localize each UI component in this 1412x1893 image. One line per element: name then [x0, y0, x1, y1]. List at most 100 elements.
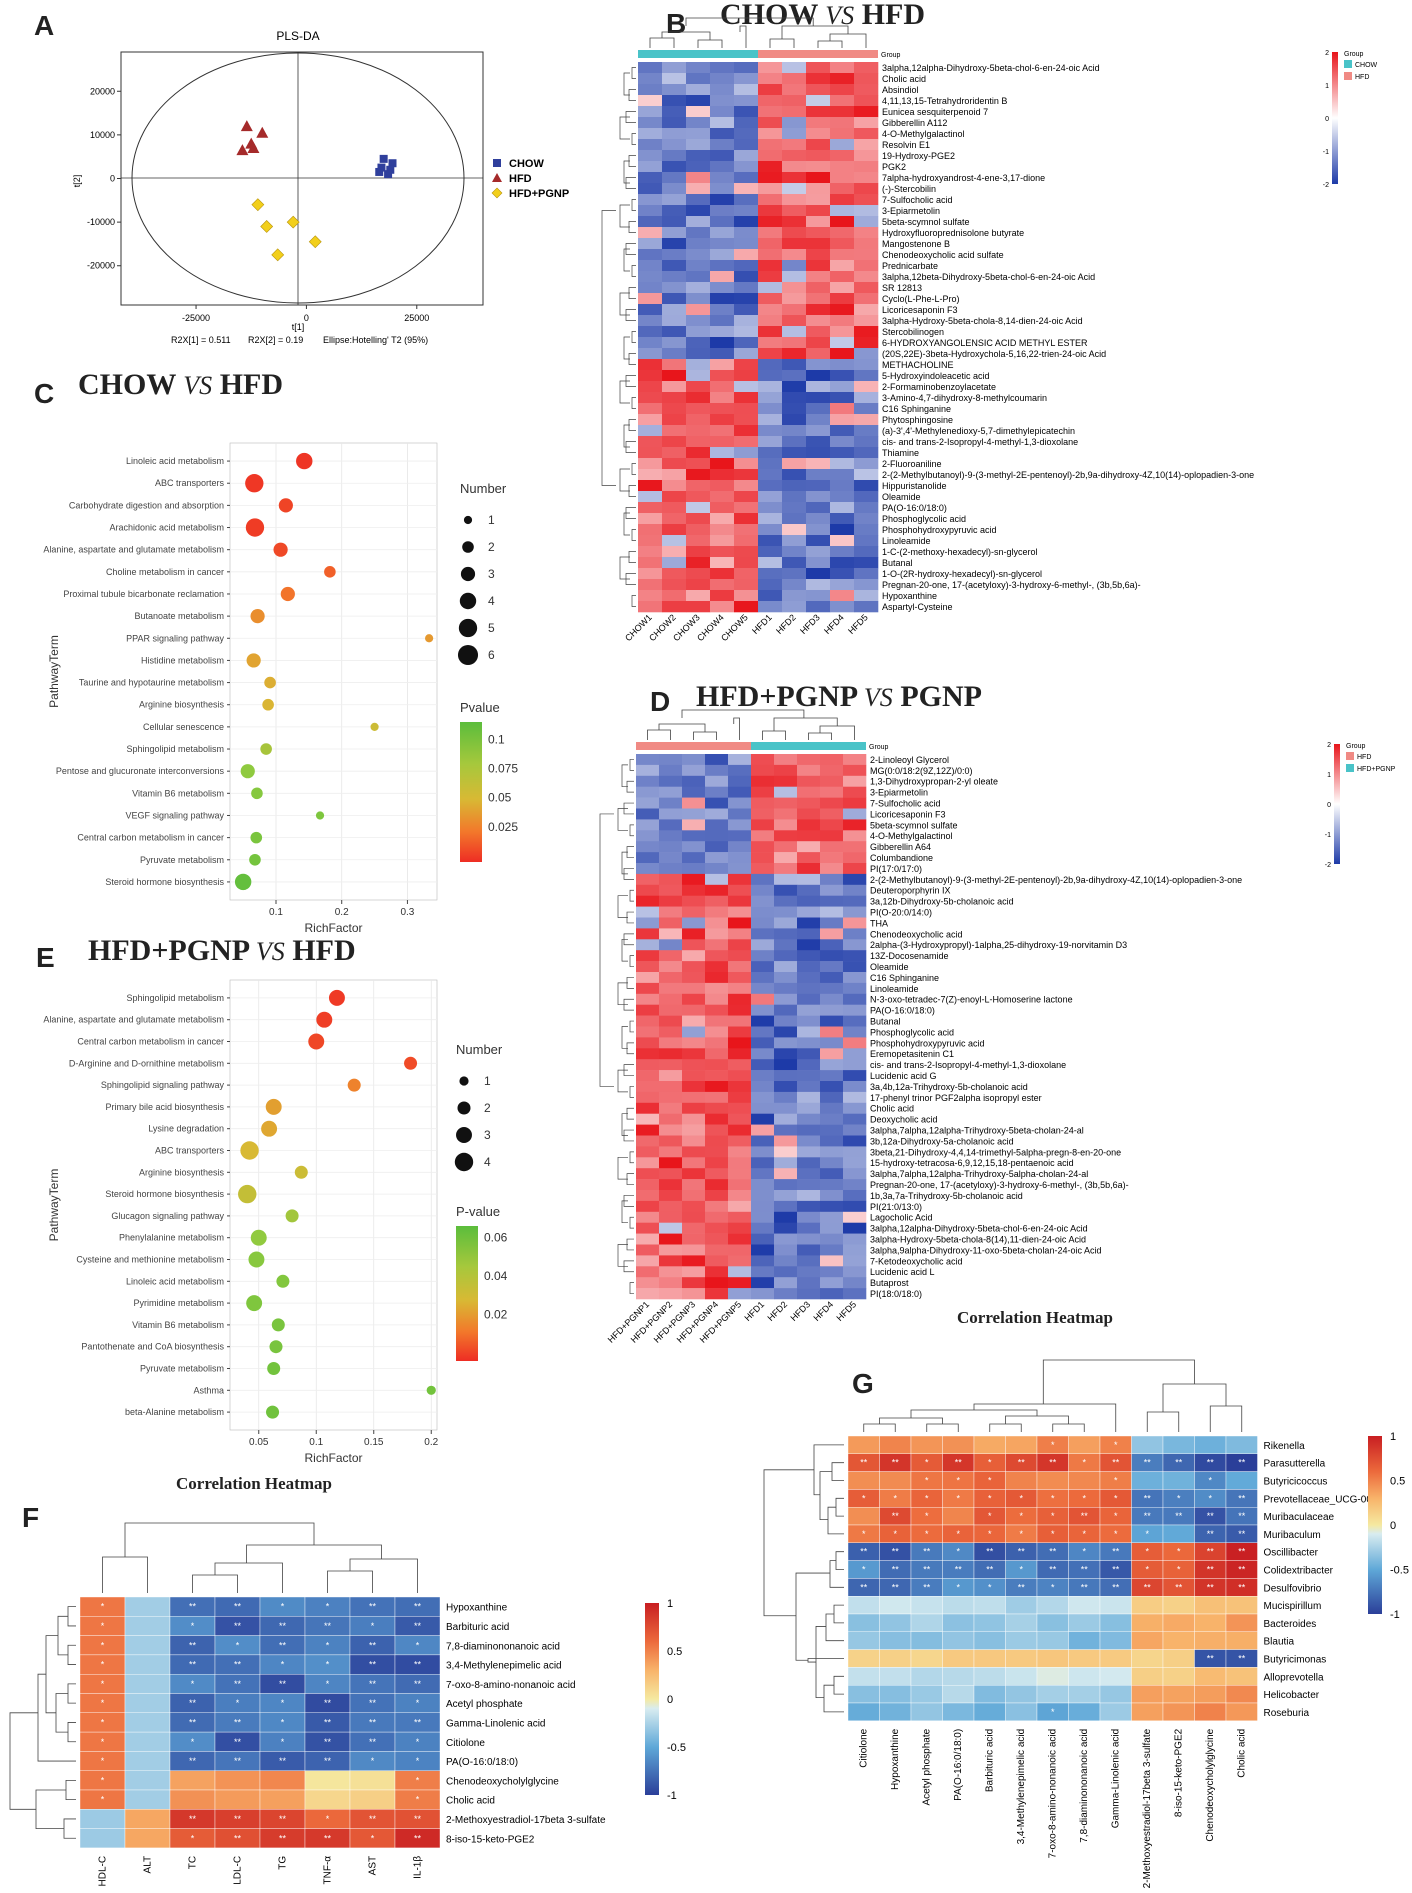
panel-c-pathway-label: Histidine metabolism — [141, 655, 224, 665]
heatmap-cell — [659, 1266, 683, 1278]
heatmap-cell — [806, 172, 831, 184]
panel-g-row-label: Rikenella — [1264, 1441, 1306, 1452]
heatmap-cell — [854, 293, 879, 305]
heatmap-cell — [728, 830, 752, 842]
heatmap-cell — [728, 961, 752, 973]
panel-g-column-label: Citiolone — [859, 1728, 870, 1767]
panel-g-significance-mark: ** — [1207, 1458, 1215, 1468]
heatmap-cell — [774, 754, 798, 766]
heatmap-cell — [797, 939, 821, 951]
heatmap-cell — [638, 425, 663, 437]
heatmap-cell — [686, 172, 711, 184]
dendro-link — [619, 468, 630, 492]
heatmap-cell — [797, 1135, 821, 1147]
heatmap-cell — [830, 535, 855, 547]
heatmap-cell — [705, 1070, 729, 1082]
legend-label: CHOW — [509, 158, 544, 170]
heatmap-cell — [797, 1288, 821, 1300]
panel-g-significance-mark: ** — [986, 1547, 994, 1557]
heatmap-cell — [758, 106, 783, 118]
heatmap-cell — [854, 568, 879, 580]
heatmap-cell — [734, 436, 759, 448]
heatmap-cell — [728, 1135, 752, 1147]
heatmap-cell — [830, 128, 855, 140]
panel-g-significance-mark: ** — [1018, 1547, 1026, 1557]
heatmap-cell — [686, 95, 711, 107]
heatmap-cell — [797, 797, 821, 809]
heatmap-cell — [758, 414, 783, 426]
heatmap-cell — [806, 73, 831, 85]
heatmap-cell — [782, 557, 807, 569]
heatmap-cell — [636, 950, 660, 962]
panel-f-significance-mark: * — [416, 1640, 420, 1650]
heatmap-cell — [806, 106, 831, 118]
panel-c-pathway-label: VEGF signaling pathway — [125, 810, 224, 820]
heatmap-cell — [686, 469, 711, 481]
heatmap-cell — [662, 117, 687, 129]
panel-e-size-legend-dot — [457, 1101, 471, 1115]
heatmap-cell — [806, 161, 831, 173]
heatmap-cell — [734, 535, 759, 547]
panel-c-size-legend-dot — [458, 618, 478, 638]
heatmap-cell — [659, 841, 683, 853]
heatmap-cell — [843, 972, 867, 984]
dendro-link — [1042, 1359, 1195, 1404]
heatmap-cell — [854, 282, 879, 294]
heatmap-cell — [659, 764, 683, 777]
dendro-link — [621, 1113, 628, 1136]
dendro-link — [124, 1522, 315, 1557]
heatmap-cell — [636, 1200, 660, 1213]
heatmap-cell — [751, 775, 775, 787]
heatmap-cell — [854, 436, 879, 448]
heatmap-cell — [854, 227, 879, 239]
panel-c-bubble — [240, 764, 255, 779]
panel-c-bubble — [296, 452, 313, 470]
panel-c-size-legend-dot — [460, 566, 476, 582]
panel-g-cell — [1162, 1667, 1195, 1686]
heatmap-cell — [662, 381, 687, 393]
panel-g-significance-mark: * — [1114, 1476, 1118, 1486]
panel-g-cell — [1068, 1667, 1101, 1686]
heatmap-cell — [774, 819, 798, 831]
heatmap-cell — [758, 348, 783, 360]
heatmap-cell — [686, 590, 711, 602]
heatmap-cell — [659, 1157, 683, 1169]
heatmap-cell — [682, 1222, 706, 1234]
panel-e-pathway-label: Arginine biosynthesis — [139, 1167, 225, 1177]
heatmap-row-label: THA — [870, 918, 888, 928]
heatmap-cell — [758, 95, 783, 107]
heatmap-cell — [774, 808, 798, 820]
heatmap-cell — [854, 238, 879, 250]
heatmap-cell — [820, 841, 844, 853]
panel-g-significance-mark: * — [956, 1529, 960, 1539]
heatmap-cell — [774, 1135, 798, 1147]
dendro-link — [9, 1712, 38, 1810]
heatmap-cell — [636, 928, 660, 940]
heatmap-cell — [728, 1157, 752, 1169]
heatmap-row-label: Hydroxyfluoroprednisolone butyrate — [882, 228, 1024, 238]
heatmap-cell — [758, 304, 783, 316]
panel-g-significance-mark: * — [862, 1493, 866, 1503]
heatmap-cell — [820, 863, 844, 875]
panel-f-significance-mark: ** — [369, 1698, 377, 1708]
dendro-link — [631, 463, 636, 475]
heatmap-cell — [636, 1113, 660, 1125]
heatmap-cell — [854, 260, 879, 272]
panel-g-column-label: Hypoxanthine — [890, 1728, 901, 1790]
heatmap-cell — [638, 557, 663, 569]
heatmap-cell — [782, 238, 807, 250]
legend-chow-swatch — [493, 159, 501, 167]
heatmap-cell — [705, 1146, 729, 1158]
heatmap-row-label: Linoleamide — [882, 536, 931, 546]
heatmap-cell — [830, 381, 855, 393]
heatmap-cell — [751, 1059, 775, 1071]
heatmap-cell — [797, 841, 821, 853]
heatmap-cell — [843, 1015, 867, 1027]
heatmap-cell — [774, 841, 798, 853]
panel-c-bubble — [264, 676, 276, 689]
panel-g-cell — [879, 1702, 912, 1721]
heatmap-cell — [728, 917, 752, 929]
heatmap-cell — [728, 1179, 752, 1191]
panel-g-cell — [1005, 1613, 1038, 1632]
heatmap-cell — [710, 172, 735, 184]
